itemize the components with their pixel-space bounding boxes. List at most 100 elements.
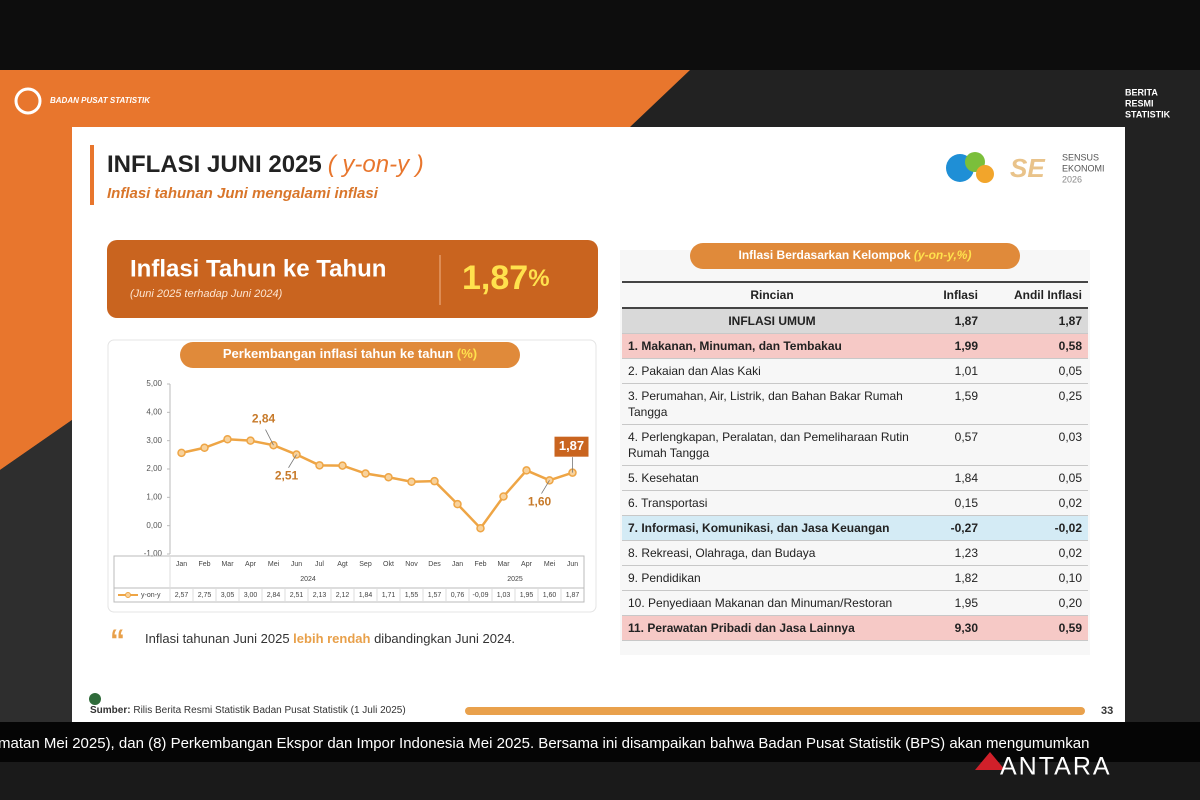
org-name: BADAN PUSAT STATISTIK xyxy=(50,96,151,105)
point xyxy=(246,436,255,445)
table-row: 9. Pendidikan 1,82 0,10 xyxy=(622,565,1088,591)
chart-panel xyxy=(107,339,597,613)
chart-title: Perkembangan inflasi tahun ke tahun (%) xyxy=(223,346,477,361)
point xyxy=(499,492,508,501)
table-cell: 1. Makanan, Minuman, dan Tembakau xyxy=(622,333,922,359)
value-label: 2,51 xyxy=(290,592,304,599)
x-tick-label: Jun xyxy=(567,561,578,568)
table-cell: 2. Pakaian dan Alas Kaki xyxy=(622,358,922,384)
headline-note: (Juni 2025 terhadap Juni 2024) xyxy=(130,288,283,300)
x-tick-label: Jul xyxy=(315,561,324,568)
x-tick-label: Mei xyxy=(268,561,280,568)
x-tick-label: Nov xyxy=(405,561,418,568)
x-tick-label: Des xyxy=(428,561,441,568)
table-cell: 10. Penyediaan Makanan dan Minuman/Resto… xyxy=(622,590,922,616)
value: 1,87 xyxy=(462,259,528,297)
x-tick-label: Feb xyxy=(198,561,210,568)
header-row: Rincian Inflasi Andil Inflasi xyxy=(622,281,1088,309)
quote-text: Inflasi tahunan Juni 2025 xyxy=(145,631,293,646)
column-header: Andil Inflasi xyxy=(984,281,1088,309)
page-number: 33 xyxy=(1101,705,1113,717)
news-ticker: matan Mei 2025), dan (8) Perkembangan Ek… xyxy=(0,735,1089,752)
value-label: 1,03 xyxy=(497,592,511,599)
value-label: -0,09 xyxy=(473,592,489,599)
value-label: 1,71 xyxy=(382,592,396,599)
annotation-leader xyxy=(288,454,297,468)
slide-subtitle: Inflasi tahunan Juni mengalami inflasi xyxy=(107,185,379,202)
x-tick-label: Jan xyxy=(452,561,463,568)
x-tick-label: Apr xyxy=(245,561,257,568)
ticker-band xyxy=(0,722,1200,762)
table-cell: 1,23 xyxy=(922,540,984,566)
value-label: 2,12 xyxy=(336,592,350,599)
table-cell: 1,01 xyxy=(922,358,984,384)
table-cell: 0,02 xyxy=(984,540,1088,566)
axis-table xyxy=(113,555,585,603)
slide-title: INFLASI JUNI 2025( y-on-y ) xyxy=(107,151,424,178)
value-label: 3,05 xyxy=(221,592,235,599)
y-tick-label: 1,00 xyxy=(146,492,162,501)
point xyxy=(177,448,186,458)
annotation-box xyxy=(554,436,589,457)
title-main: INFLASI JUNI 2025 xyxy=(107,151,322,178)
table-wrap: Rincian Inflasi Andil Inflasi INFLASI UMUM 1… xyxy=(622,281,1088,641)
inflation-table: Rincian Inflasi Andil Inflasi INFLASI UMUM 1… xyxy=(622,281,1088,641)
footer-icon xyxy=(89,693,101,705)
table-cell: 7. Informasi, Komunikasi, dan Jasa Keuan… xyxy=(622,515,922,541)
headline-box xyxy=(107,240,598,318)
x-group-label: 2024 xyxy=(300,576,316,583)
column-header: Rincian xyxy=(622,281,922,309)
table-row: 10. Penyediaan Makanan dan Minuman/Resto… xyxy=(622,590,1088,616)
x-tick-label: Agt xyxy=(337,561,348,568)
quote-icon: “ xyxy=(110,624,125,657)
footer-source: Sumber: Rilis Berita Resmi Statistik Bad… xyxy=(90,705,406,716)
table-cell: 1,87 xyxy=(922,308,984,334)
source-label: Sumber: xyxy=(90,705,131,716)
table-cell: 0,15 xyxy=(922,490,984,516)
value-label: 3,00 xyxy=(244,592,258,599)
table-title: Inflasi Berdasarkan Kelompok (y-on-y,%) xyxy=(739,248,972,262)
table-cell: 0,20 xyxy=(984,590,1088,616)
table-cell: 1,82 xyxy=(922,565,984,591)
y-tick-label: 4,00 xyxy=(146,407,162,416)
x-tick-label: Mei xyxy=(544,561,556,568)
point xyxy=(338,461,347,470)
table-title-pill xyxy=(690,243,1020,269)
quote-text: dibandingkan Juni 2024. xyxy=(370,631,515,646)
table-cell: 11. Perawatan Pribadi dan Jasa Lainnya xyxy=(622,615,922,641)
chart-title-unit: (%) xyxy=(457,346,477,361)
table-cell: -0,27 xyxy=(922,515,984,541)
title-tag: ( y-on-y ) xyxy=(328,151,424,178)
x-tick-label: Feb xyxy=(474,561,486,568)
table-cell: 1,95 xyxy=(922,590,984,616)
point xyxy=(430,476,439,486)
table-cell: 0,10 xyxy=(984,565,1088,591)
logo-text: 2026 xyxy=(1062,174,1082,184)
quote: Inflasi tahunan Juni 2025 lebih rendah d… xyxy=(145,631,515,646)
table-cell: 0,05 xyxy=(984,465,1088,491)
table-cell: 0,25 xyxy=(984,383,1088,425)
table-cell: 1,87 xyxy=(984,308,1088,334)
point xyxy=(361,469,370,478)
quote-emphasis: lebih rendah xyxy=(293,631,370,646)
line-chart: -1,00 0,00 1,00 2,00 3,00 4,00 5,00 Jan Feb Mar Ap… xyxy=(113,379,589,603)
table-cell: 1,59 xyxy=(922,383,984,425)
x-tick-label: Sep xyxy=(359,561,372,568)
legend-marker xyxy=(125,592,131,598)
table-title-text: Inflasi Berdasarkan Kelompok xyxy=(739,248,914,262)
table-row: 2. Pakaian dan Alas Kaki 1,01 0,05 xyxy=(622,358,1088,384)
column-header: Inflasi xyxy=(922,281,984,309)
point xyxy=(407,477,416,486)
headline-label: Inflasi Tahun ke Tahun xyxy=(130,255,386,282)
table-row: 6. Transportasi 0,15 0,02 xyxy=(622,490,1088,516)
dark-stripe xyxy=(0,420,72,722)
table-row: 8. Rekreasi, Olahraga, dan Budaya 1,23 0,0… xyxy=(622,540,1088,566)
table-cell: 1,99 xyxy=(922,333,984,359)
table-row: 3. Perumahan, Air, Listrik, dan Bahan Ba… xyxy=(622,383,1088,425)
x-tick-label: Jun xyxy=(291,561,302,568)
point xyxy=(223,435,232,444)
value-label: 1,60 xyxy=(543,592,557,599)
value-label: 2,57 xyxy=(175,592,189,599)
table-cell: -0,02 xyxy=(984,515,1088,541)
y-tick-label: 2,00 xyxy=(146,464,162,473)
